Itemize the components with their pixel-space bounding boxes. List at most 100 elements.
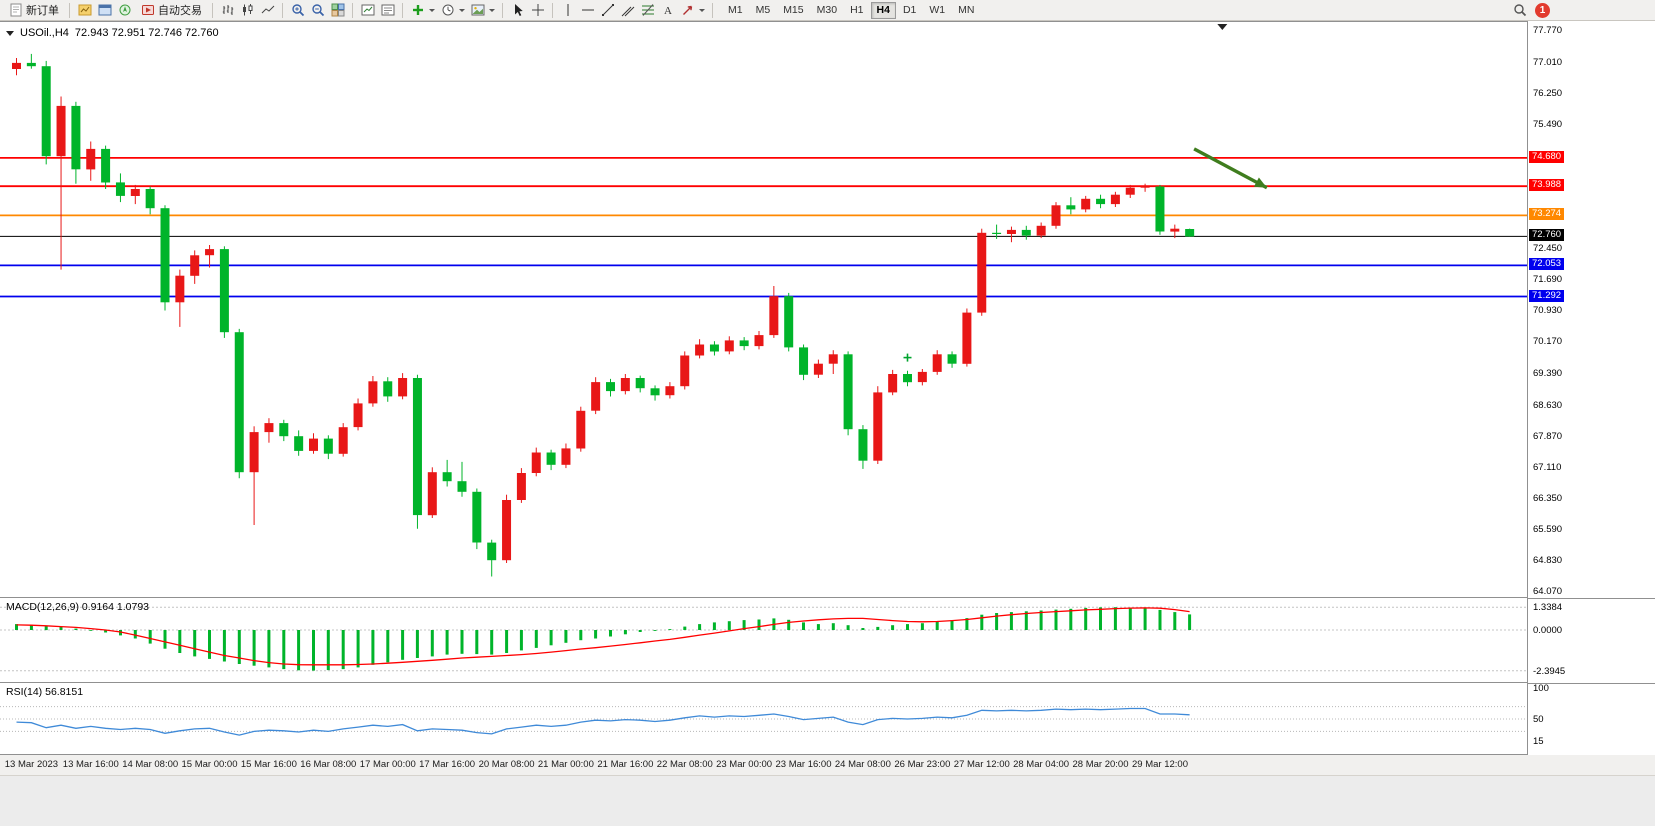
separator bbox=[282, 2, 283, 18]
charts-icon[interactable] bbox=[76, 2, 93, 19]
notification-badge[interactable]: 1 bbox=[1535, 3, 1550, 18]
scroll-marker-icon bbox=[1217, 24, 1228, 30]
price-label: 50 bbox=[1533, 714, 1544, 725]
price-label: 75.490 bbox=[1533, 118, 1563, 130]
auto-trading-label: 自动交易 bbox=[158, 5, 202, 17]
date-label: 21 Mar 00:00 bbox=[537, 759, 594, 770]
price-axis[interactable]: 77.770 77.010 76.250 75.490 72.450 71.690 70.9… bbox=[1527, 21, 1655, 756]
crosshair-icon[interactable] bbox=[529, 2, 546, 19]
price-label: 1.3384 bbox=[1533, 602, 1563, 614]
price-tag: 71.292 bbox=[1529, 289, 1565, 302]
text-icon[interactable]: A bbox=[659, 2, 676, 19]
candlestick-chart-icon[interactable] bbox=[239, 2, 256, 19]
new-order-label: 新订单 bbox=[26, 5, 59, 17]
date-label: 28 Mar 20:00 bbox=[1072, 759, 1129, 770]
price-chart[interactable]: USOil.,H4 72.943 72.951 72.746 72.760 bbox=[0, 21, 1527, 598]
rsi-panel[interactable]: RSI(14) 56.8151 bbox=[0, 683, 1527, 755]
bar-chart-icon[interactable] bbox=[219, 2, 236, 19]
timeframe-W1-button[interactable]: W1 bbox=[923, 2, 951, 19]
timeframe-M30-button[interactable]: M30 bbox=[811, 2, 843, 19]
price-label: 68.630 bbox=[1533, 399, 1563, 411]
separator bbox=[502, 2, 503, 18]
price-tag: 73.274 bbox=[1529, 208, 1565, 221]
price-label: 67.110 bbox=[1533, 461, 1562, 473]
price-label: 100 bbox=[1533, 683, 1549, 694]
horizontal-line-icon[interactable] bbox=[579, 2, 596, 19]
price-label: 0.0000 bbox=[1533, 625, 1563, 636]
timeframe-M5-button[interactable]: M5 bbox=[750, 2, 777, 19]
search-icon[interactable] bbox=[1512, 2, 1527, 17]
candlestick-canvas[interactable] bbox=[0, 22, 1527, 597]
separator bbox=[402, 2, 403, 18]
price-label: 77.770 bbox=[1533, 25, 1563, 37]
chart-window-icon[interactable] bbox=[359, 2, 376, 19]
chevron-down-icon[interactable] bbox=[429, 8, 435, 12]
pane-separator bbox=[1528, 598, 1655, 599]
auto-trading-icon bbox=[140, 3, 155, 18]
price-label: 64.070 bbox=[1533, 586, 1563, 598]
date-label: 13 Mar 16:00 bbox=[62, 759, 119, 770]
new-order-button[interactable]: 新订单 bbox=[3, 1, 64, 19]
price-label: 72.450 bbox=[1533, 243, 1563, 255]
timeframe-H4-button[interactable]: H4 bbox=[870, 1, 896, 19]
macd-signal-line bbox=[16, 607, 1190, 666]
fibonacci-icon[interactable] bbox=[639, 2, 656, 19]
line-chart-icon[interactable] bbox=[259, 2, 276, 19]
date-label: 16 Mar 08:00 bbox=[300, 759, 357, 770]
time-axis[interactable]: 13 Mar 2023 13 Mar 16:00 14 Mar 08:00 15 Ma… bbox=[0, 755, 1655, 776]
price-label: -2.3945 bbox=[1533, 665, 1566, 677]
price-label: 77.010 bbox=[1533, 56, 1563, 68]
separator bbox=[552, 2, 553, 18]
pane-separator bbox=[1528, 683, 1655, 684]
channel-icon[interactable] bbox=[619, 2, 636, 19]
trendline-icon[interactable] bbox=[599, 2, 616, 19]
price-label: 67.870 bbox=[1533, 430, 1563, 442]
arrows-icon[interactable] bbox=[679, 2, 696, 19]
price-label: 69.390 bbox=[1533, 368, 1563, 380]
date-label: 17 Mar 00:00 bbox=[359, 759, 416, 770]
zoom-in-icon[interactable] bbox=[289, 2, 306, 19]
tile-windows-icon[interactable] bbox=[329, 2, 346, 19]
period-clock-icon[interactable] bbox=[439, 2, 456, 19]
date-label: 14 Mar 08:00 bbox=[122, 759, 179, 770]
vertical-line-icon[interactable] bbox=[559, 2, 576, 19]
separator bbox=[712, 2, 713, 18]
date-label: 13 Mar 2023 bbox=[4, 759, 59, 770]
timeframe-MN-button[interactable]: MN bbox=[952, 2, 980, 19]
chevron-down-icon[interactable] bbox=[459, 8, 465, 12]
date-label: 20 Mar 08:00 bbox=[478, 759, 535, 770]
new-order-icon bbox=[8, 3, 23, 18]
add-indicator-icon[interactable] bbox=[409, 2, 426, 19]
date-label: 23 Mar 16:00 bbox=[775, 759, 832, 770]
price-label: 70.930 bbox=[1533, 305, 1563, 317]
rsi-line bbox=[16, 707, 1190, 736]
price-label: 65.590 bbox=[1533, 523, 1563, 535]
timeframe-D1-button[interactable]: D1 bbox=[897, 2, 922, 19]
timeframe-toolbar: M1 M5 M15 M30 H1 H4 D1 W1 MN bbox=[722, 1, 980, 19]
macd-canvas[interactable] bbox=[0, 598, 1527, 682]
price-label: 71.690 bbox=[1533, 274, 1563, 286]
toolbar: 新订单 自动交易 bbox=[0, 0, 1655, 21]
date-label: 27 Mar 12:00 bbox=[953, 759, 1010, 770]
cursor-icon[interactable] bbox=[509, 2, 526, 19]
rsi-canvas[interactable] bbox=[0, 683, 1527, 754]
navigator-icon[interactable] bbox=[116, 2, 133, 19]
plus-marker bbox=[903, 353, 912, 362]
market-watch-icon[interactable] bbox=[96, 2, 113, 19]
macd-panel[interactable]: MACD(12,26,9) 0.9164 1.0793 bbox=[0, 598, 1527, 683]
chevron-down-icon[interactable] bbox=[489, 8, 495, 12]
chevron-down-icon[interactable] bbox=[699, 8, 705, 12]
date-label: 29 Mar 12:00 bbox=[1132, 759, 1188, 770]
chart-list-icon[interactable] bbox=[379, 2, 396, 19]
date-label: 17 Mar 16:00 bbox=[419, 759, 476, 770]
date-label: 21 Mar 16:00 bbox=[597, 759, 654, 770]
template-icon[interactable] bbox=[469, 2, 486, 19]
separator bbox=[212, 2, 213, 18]
timeframe-M15-button[interactable]: M15 bbox=[777, 2, 809, 19]
auto-trading-button[interactable]: 自动交易 bbox=[135, 1, 207, 19]
date-label: 15 Mar 16:00 bbox=[240, 759, 297, 770]
timeframe-M1-button[interactable]: M1 bbox=[722, 2, 749, 19]
svg-text:A: A bbox=[664, 5, 672, 17]
zoom-out-icon[interactable] bbox=[309, 2, 326, 19]
timeframe-H1-button[interactable]: H1 bbox=[844, 2, 869, 19]
